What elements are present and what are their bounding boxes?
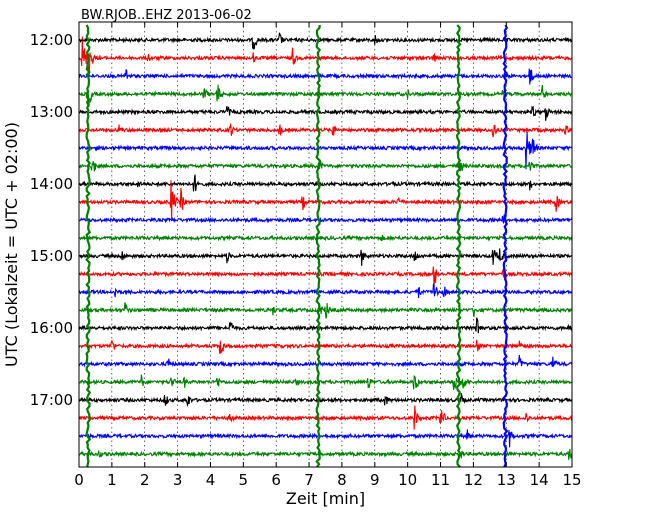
y-tick-label: 17:00 (30, 391, 73, 409)
x-tick-label: 10 (398, 471, 417, 489)
x-axis: 0 1 2 3 4 5 6 7 8 9 10 11 12 13 14 15 (74, 22, 582, 489)
trace-row-1500 (78, 266, 573, 285)
trace-row-1715 (78, 429, 573, 448)
x-tick-label: 0 (74, 471, 84, 489)
x-tick-label: 9 (370, 471, 380, 489)
x-tick-label: 4 (206, 471, 216, 489)
x-tick-label: 5 (239, 471, 249, 489)
y-axis: 12:00 13:00 14:00 15:00 16:00 17:00 (30, 31, 572, 409)
x-tick-label: 8 (337, 471, 347, 489)
trace-row-1215 (78, 68, 573, 85)
trace-row-1300 (78, 123, 573, 138)
trace-row-1330 (78, 159, 573, 172)
y-axis-label: UTC (Lokalzeit = UTC + 02:00) (2, 122, 21, 367)
full-height-burst (455, 24, 462, 468)
plot-frame (78, 21, 573, 468)
full-height-burst (85, 24, 92, 468)
chart-title: BW.RJOB..EHZ 2013-06-02 (81, 8, 252, 23)
y-tick-label: 13:00 (30, 103, 73, 121)
x-tick-label: 14 (530, 471, 549, 489)
full-height-burst (502, 24, 509, 468)
y-tick-label: 16:00 (30, 319, 73, 337)
x-tick-label: 12 (464, 471, 483, 489)
trace-row-1145 (78, 32, 573, 50)
traces-layer (78, 32, 573, 460)
y-tick-label: 15:00 (30, 247, 73, 265)
trace-row-1600 (78, 339, 573, 354)
trace-row-1530 (78, 302, 573, 319)
trace-row-1545 (78, 317, 573, 334)
x-tick-label: 3 (173, 471, 183, 489)
trace-row-1400 (78, 180, 573, 222)
x-tick-label: 15 (562, 471, 581, 489)
y-tick-label: 12:00 (30, 31, 73, 49)
trace-row-1730 (78, 449, 573, 460)
trace-row-1645 (78, 393, 573, 408)
trace-row-1445 (78, 248, 573, 266)
y-tick-label: 14:00 (30, 175, 73, 193)
x-axis-label: Zeit [min] (286, 489, 365, 508)
trace-row-1430 (78, 234, 573, 242)
x-tick-label: 7 (304, 471, 314, 489)
x-tick-label: 2 (140, 471, 150, 489)
x-tick-label: 1 (107, 471, 117, 489)
x-tick-label: 13 (497, 471, 516, 489)
trace-row-1345 (78, 174, 573, 192)
x-tick-label: 11 (431, 471, 450, 489)
trace-row-1230 (78, 84, 573, 107)
trace-row-1200 (78, 36, 573, 78)
bursts-layer (85, 24, 509, 468)
trace-row-1700 (78, 405, 573, 430)
trace-row-1630 (78, 374, 573, 390)
trace-row-1315 (78, 131, 573, 170)
trace-row-1615 (78, 354, 573, 368)
full-height-burst (315, 24, 322, 468)
trace-row-1415 (78, 214, 573, 224)
trace-row-1245 (78, 105, 573, 121)
trace-row-1515 (78, 282, 573, 299)
x-tick-label: 6 (271, 471, 281, 489)
